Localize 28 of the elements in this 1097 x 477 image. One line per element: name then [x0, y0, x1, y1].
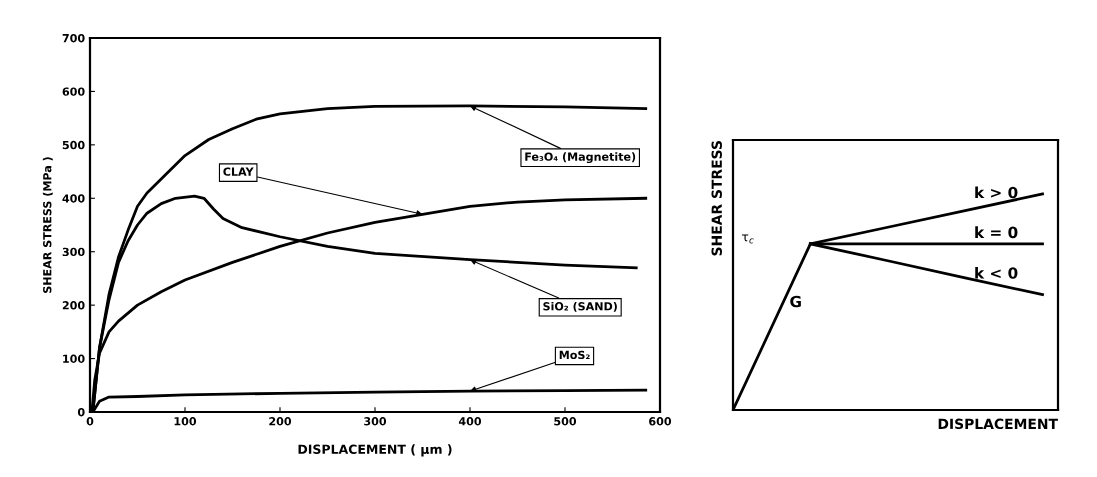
y-tick-label: 500 [62, 140, 85, 150]
x-tick-label: 0 [86, 417, 94, 426]
y-axis-title: SHEAR STRESS (MPa ) [42, 157, 53, 293]
text: MoS₂ [559, 350, 590, 360]
x-tick-label: 600 [649, 417, 672, 426]
y-tick-label: 300 [62, 247, 85, 257]
series-label: k > 0 [975, 186, 1018, 199]
x-tick-label: 100 [174, 417, 197, 426]
y-tick-label: 400 [62, 194, 85, 203]
y-axis-title: SHEAR STRESS [711, 141, 722, 256]
x-tick-label: 200 [269, 417, 292, 426]
series-label: k = 0 [975, 226, 1018, 239]
y-tick-label: 100 [63, 354, 85, 363]
x-axis-title: DISPLACEMENT ( μm ) [298, 444, 452, 457]
x-tick-label: 500 [554, 417, 577, 426]
text: CLAY [223, 167, 254, 176]
text: SiO₂ (SAND) [543, 301, 617, 312]
text: Fe₃O₄ (Magnetite) [525, 152, 636, 164]
x-tick-label: 300 [364, 417, 387, 426]
annotation: τ$_{c}$ [741, 234, 754, 244]
series-label: G [790, 295, 801, 308]
y-tick-label: 0 [77, 407, 85, 417]
series-label: k < 0 [975, 266, 1018, 279]
y-tick-label: 200 [62, 301, 85, 310]
y-tick-label: 700 [62, 33, 85, 43]
y-tick-label: 600 [62, 87, 85, 96]
x-axis-title: DISPLACEMENT [938, 418, 1058, 430]
x-tick-label: 400 [458, 417, 482, 426]
